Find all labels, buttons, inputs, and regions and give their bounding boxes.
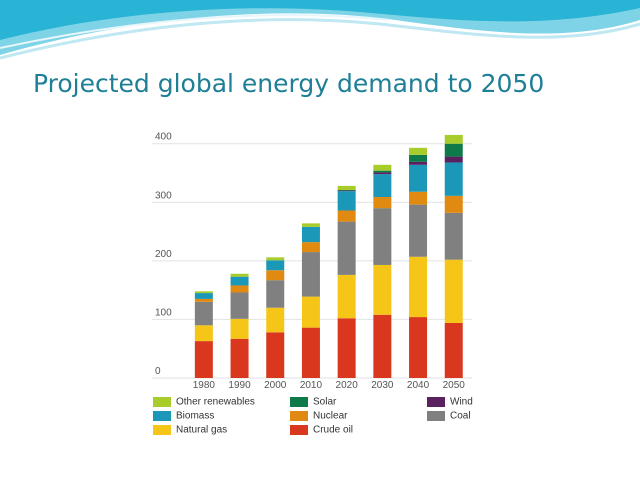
legend-label: Nuclear — [313, 411, 348, 422]
bar-segment — [337, 190, 356, 192]
bar-segment — [194, 298, 213, 302]
x-tick-label: 2050 — [443, 380, 466, 391]
bar-segment — [337, 191, 356, 211]
bar-segment — [373, 164, 392, 171]
bar-segment — [337, 221, 356, 275]
bar-segment — [373, 208, 392, 265]
bar-segment — [444, 162, 463, 196]
bar-segment — [409, 164, 428, 192]
bar-segment — [301, 296, 320, 328]
legend-label: Other renewables — [176, 397, 255, 408]
bar-segment — [373, 172, 392, 175]
bar-segment — [337, 318, 356, 378]
bar-segment — [230, 276, 249, 286]
bar-segment — [409, 154, 428, 162]
legend-label: Crude oil — [313, 425, 353, 436]
bar-segment — [373, 170, 392, 173]
bar-segment — [373, 197, 392, 209]
x-tick-label: 1980 — [193, 380, 216, 391]
bar-segment — [230, 318, 249, 339]
bar-segment — [194, 291, 213, 294]
legend-label: Solar — [313, 397, 337, 408]
bar-segment — [409, 256, 428, 318]
legend-swatch — [290, 411, 308, 421]
bar-segment — [337, 189, 356, 191]
bar-segment — [266, 270, 285, 281]
bar-segment — [444, 259, 463, 323]
bar-segment — [373, 174, 392, 198]
legend-swatch — [153, 425, 171, 435]
bar-segment — [409, 147, 428, 155]
bar-segment — [409, 191, 428, 205]
bar-segment — [194, 341, 213, 378]
bar-segment — [194, 325, 213, 342]
y-tick-label: 200 — [155, 249, 172, 260]
bar-segment — [444, 134, 463, 144]
x-tick-label: 2010 — [300, 380, 323, 391]
bar-segment — [301, 242, 320, 253]
x-tick-label: 2000 — [264, 380, 287, 391]
x-tick-label: 2030 — [371, 380, 394, 391]
legend-swatch — [153, 411, 171, 421]
x-tick-label: 2020 — [336, 380, 359, 391]
legend-label: Wind — [450, 397, 473, 408]
bar-segment — [444, 322, 463, 378]
bar-segment — [373, 314, 392, 378]
bar-segment — [409, 204, 428, 257]
header-decoration — [0, 0, 640, 60]
bar-segment — [444, 195, 463, 213]
bar-segment — [266, 332, 285, 378]
x-tick-label: 1990 — [228, 380, 251, 391]
bar-segment — [266, 257, 285, 261]
bar-segment — [301, 223, 320, 227]
legend-swatch — [427, 411, 445, 421]
y-tick-label: 400 — [155, 132, 172, 143]
y-tick-label: 300 — [155, 190, 172, 201]
bar-segment — [337, 274, 356, 319]
legend-swatch — [290, 425, 308, 435]
chart-title: Projected global energy demand to 2050 — [33, 69, 544, 98]
bar-segment — [409, 161, 428, 165]
y-tick-label: 100 — [155, 307, 172, 318]
bar-segment — [194, 293, 213, 299]
y-tick-label: 0 — [155, 366, 161, 377]
legend-label: Natural gas — [176, 425, 227, 436]
bar-segment — [266, 280, 285, 308]
bar-segment — [194, 301, 213, 326]
legend-label: Biomass — [176, 411, 214, 422]
bar-segment — [301, 252, 320, 297]
bar-segment — [230, 285, 249, 293]
bar-segment — [409, 317, 428, 378]
bar-segment — [266, 307, 285, 333]
bar-segment — [230, 292, 249, 319]
bar-segment — [337, 210, 356, 222]
legend-swatch — [153, 397, 171, 407]
bar-segment — [266, 260, 285, 271]
legend-swatch — [290, 397, 308, 407]
bar-segment — [301, 327, 320, 378]
legend-label: Coal — [450, 411, 471, 422]
legend-swatch — [427, 397, 445, 407]
bar-segment — [444, 212, 463, 260]
bar-segment — [444, 156, 463, 163]
x-tick-label: 2040 — [407, 380, 430, 391]
bar-segment — [230, 338, 249, 378]
bar-segment — [301, 226, 320, 243]
bar-segment — [373, 264, 392, 315]
bar-segment — [337, 185, 356, 190]
bar-segment — [230, 273, 249, 277]
bar-segment — [444, 143, 463, 157]
